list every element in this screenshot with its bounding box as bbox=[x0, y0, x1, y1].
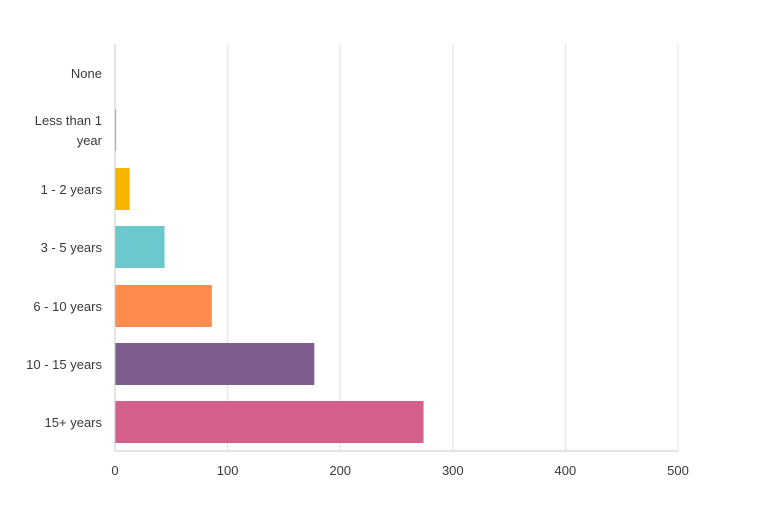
bar-less-than-1-year bbox=[115, 109, 117, 151]
bars bbox=[115, 109, 424, 443]
category-label: 10 - 15 years bbox=[26, 357, 102, 372]
bar-6-10-years bbox=[115, 285, 212, 327]
gridlines bbox=[227, 44, 679, 451]
x-tick-500: 500 bbox=[667, 463, 689, 478]
category-label: 3 - 5 years bbox=[41, 240, 103, 255]
bar-3-5-years bbox=[115, 226, 165, 268]
bar-10-15-years bbox=[115, 343, 315, 385]
category-label: 15+ years bbox=[45, 415, 103, 430]
bar-15-years bbox=[115, 401, 424, 443]
x-tick-100: 100 bbox=[217, 463, 239, 478]
x-tick-labels: 0 100 200 300 400 500 bbox=[111, 463, 688, 478]
category-label: 6 - 10 years bbox=[33, 299, 102, 314]
category-label: Less than 1 year bbox=[35, 113, 103, 148]
x-tick-0: 0 bbox=[111, 463, 118, 478]
x-tick-400: 400 bbox=[555, 463, 577, 478]
category-label: 1 - 2 years bbox=[41, 182, 103, 197]
x-tick-200: 200 bbox=[329, 463, 351, 478]
bar-1-2-years bbox=[115, 168, 130, 210]
x-tick-300: 300 bbox=[442, 463, 464, 478]
category-label: None bbox=[71, 66, 102, 81]
category-labels: None Less than 1 year 1 - 2 years 3 - 5 year… bbox=[26, 66, 103, 430]
